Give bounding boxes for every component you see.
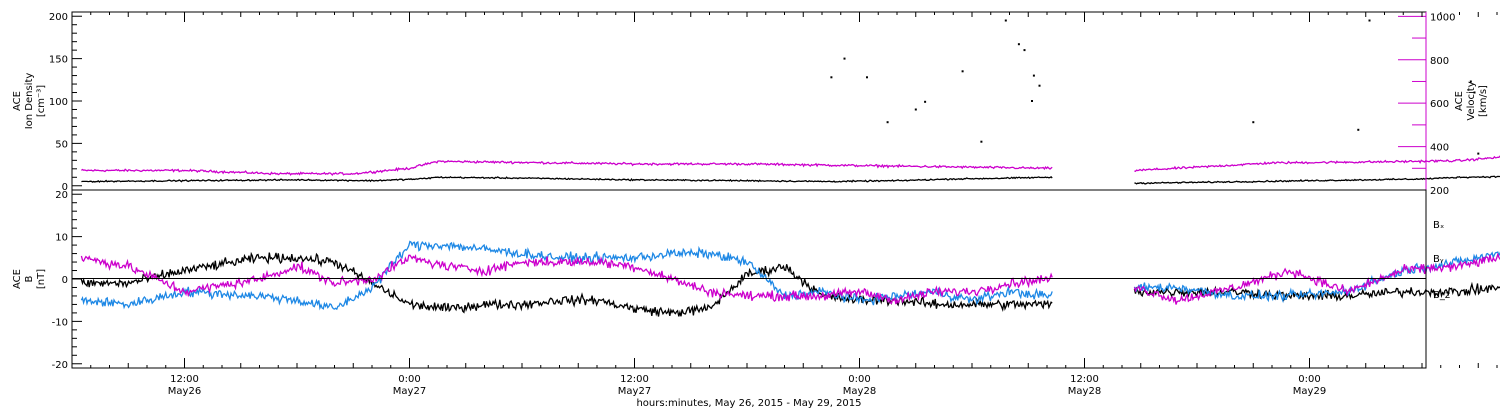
x-tick-time-label: 0:00 (1298, 374, 1320, 385)
legend-by: Bᵧ (1433, 254, 1444, 265)
legend-bx: Bₓ (1433, 220, 1444, 231)
bottom-ylabel-line-2: B (24, 275, 35, 282)
top-y-tick-label: 150 (49, 55, 68, 66)
bottom-y-tick-label: 10 (55, 233, 68, 244)
top-y2-tick-label: 1000 (1430, 12, 1455, 23)
bottom-y-tick-label: -20 (52, 360, 68, 371)
top-panel: 0 50 100 150 200 200 400 600 800 1000 ACE Ion De… (12, 11, 1500, 197)
density-spike-point (1031, 100, 1033, 102)
bz-series-trace (80, 252, 1500, 305)
top-y-tick-label: 0 (62, 182, 68, 193)
top-y-tick-label: 50 (55, 139, 68, 150)
ion-density-series-trace (81, 175, 1500, 185)
x-tick-date-label: May29 (1293, 386, 1326, 397)
top-y2-tick-label: 600 (1430, 99, 1449, 110)
by-series-trace (80, 240, 1500, 311)
bottom-y-tick-label: -10 (52, 317, 68, 328)
density-spike-point (830, 76, 833, 79)
density-spike-point (1038, 84, 1041, 87)
x-axis-label: hours:minutes, May 26, 2015 - May 29, 20… (636, 398, 861, 409)
top-right-axis: 200 400 600 800 1000 (1398, 12, 1455, 197)
top-y2-tick-label: 400 (1430, 143, 1449, 154)
density-spike-point (924, 100, 927, 103)
top-y2label-line-2: Velocity (1466, 81, 1477, 120)
x-tick-date-label: May27 (618, 386, 651, 397)
x-tick-time-label: 0:00 (398, 374, 420, 385)
top-y-tick-label: 200 (49, 12, 68, 23)
bx-series-trace (80, 251, 1500, 317)
bx-series (80, 251, 1500, 317)
top-ylabel-line-2: Ion Density (24, 73, 35, 130)
velocity-series (80, 155, 1500, 177)
x-axis: 12:00May260:00May2712:00May270:00May2812… (71, 12, 1498, 397)
x-tick-date-label: May27 (393, 386, 426, 397)
density-spike-point (980, 140, 983, 143)
top-ylabel-line-3: [cm⁻³] (36, 85, 47, 117)
bottom-ylabel-line-1: ACE (12, 269, 23, 289)
bottom-y-tick-label: 0 (62, 275, 68, 286)
x-tick-date-label: May26 (168, 386, 201, 397)
legend: Bₓ Bᵧ B_z (1433, 220, 1450, 301)
ion-density-series (81, 175, 1500, 185)
velocity-series-trace (80, 155, 1500, 177)
density-spike-point (961, 70, 964, 73)
x-tick-time-label: 12:00 (1070, 374, 1099, 385)
density-spike-point (1017, 43, 1020, 46)
top-y2-tick-label: 800 (1430, 56, 1449, 67)
bottom-panel-data-layer (80, 240, 1500, 317)
density-spike-point (1469, 80, 1472, 83)
by-series (80, 240, 1500, 311)
bottom-left-axis: -20 -10 0 10 20 (52, 190, 82, 371)
density-spike-point (1473, 91, 1476, 94)
bottom-ylabel-line-3: [nT] (36, 269, 47, 289)
bz-series (80, 252, 1500, 305)
x-tick-date-label: May28 (843, 386, 876, 397)
top-ylabel-line-1: ACE (12, 91, 23, 111)
x-tick-time-label: 0:00 (848, 374, 870, 385)
density-spike-point (1023, 49, 1026, 52)
density-spike-point (866, 76, 868, 79)
density-spike-point (886, 121, 889, 124)
x-tick-time-label: 12:00 (170, 374, 199, 385)
legend-bz: B_z (1433, 290, 1450, 301)
density-spike-point (1004, 19, 1007, 22)
top-left-axis: 0 50 100 150 200 (49, 12, 82, 193)
top-y-tick-label: 100 (49, 97, 68, 108)
top-y2-tick-label: 200 (1430, 186, 1449, 197)
top-panel-data-layer (80, 19, 1500, 185)
density-spike-point (843, 57, 846, 60)
density-spike-point (1477, 152, 1480, 155)
x-tick-date-label: May28 (1068, 386, 1101, 397)
density-spike-point (914, 108, 917, 111)
bottom-y-tick-label: 20 (55, 190, 68, 201)
density-spike-point (1368, 19, 1371, 22)
top-panel-frame (71, 11, 1427, 191)
top-y2label-line-3: [km/s] (1478, 85, 1489, 117)
top-y2label-line-1: ACE (1454, 91, 1465, 111)
density-spike-point (1357, 128, 1360, 131)
x-tick-time-label: 12:00 (620, 374, 649, 385)
density-spike-point (1032, 74, 1035, 77)
density-spike-point (1252, 121, 1255, 124)
